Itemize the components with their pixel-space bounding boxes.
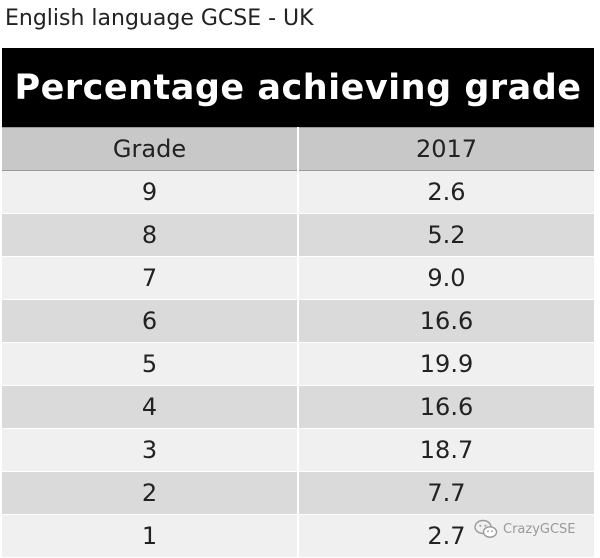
percentage-cell: 9.0	[298, 256, 594, 300]
table-row: 1 2.7	[2, 514, 594, 558]
watermark: CrazyGCSE	[474, 516, 576, 542]
table-row: 4 16.6	[2, 385, 594, 429]
table-row: 9 2.6	[2, 170, 594, 214]
percentage-cell: 19.9	[298, 342, 594, 386]
percentage-cell: 16.6	[298, 385, 594, 429]
table-row: 8 5.2	[2, 213, 594, 257]
percentage-cell: 2.6	[298, 170, 594, 214]
column-header-grade: Grade	[2, 127, 299, 171]
watermark-text: CrazyGCSE	[503, 521, 576, 537]
grade-cell: 5	[2, 342, 299, 386]
page-heading: English language GCSE - UK	[5, 6, 314, 31]
grade-cell: 2	[2, 471, 299, 515]
grade-cell: 8	[2, 213, 299, 257]
grade-cell: 1	[2, 514, 299, 558]
table-row: 6 16.6	[2, 299, 594, 343]
grade-cell: 3	[2, 428, 299, 472]
percentage-cell: 2.7	[298, 514, 594, 558]
grade-cell: 4	[2, 385, 299, 429]
table-row: 2 7.7	[2, 471, 594, 515]
table-body: 9 2.6 8 5.2 7 9.0 6 16.6 5 19.9 4 16.6 3 18.7 2 7.7 1 2.7	[2, 170, 594, 558]
column-header-2017: 2017	[298, 127, 594, 171]
percentage-cell: 16.6	[298, 299, 594, 343]
grade-cell: 9	[2, 170, 299, 214]
table-header-row: Grade 2017	[2, 127, 594, 171]
percentage-cell: 18.7	[298, 428, 594, 472]
percentage-cell: 5.2	[298, 213, 594, 257]
table-title: Percentage achieving grade	[2, 48, 594, 128]
percentage-cell: 7.7	[298, 471, 594, 515]
table-row: 3 18.7	[2, 428, 594, 472]
table-row: 7 9.0	[2, 256, 594, 300]
grade-cell: 6	[2, 299, 299, 343]
wechat-icon	[474, 519, 498, 538]
grade-cell: 7	[2, 256, 299, 300]
table-row: 5 19.9	[2, 342, 594, 386]
